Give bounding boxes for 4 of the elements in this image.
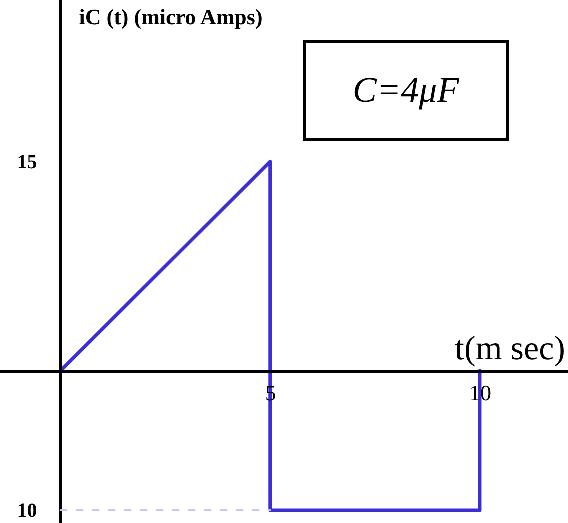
- annotation: C=4μF: [352, 70, 460, 110]
- y-axis-title: iC (t) (micro Amps): [79, 4, 263, 30]
- x-axis-title: t(m sec): [455, 330, 566, 368]
- y-tick-label: 15: [17, 151, 38, 174]
